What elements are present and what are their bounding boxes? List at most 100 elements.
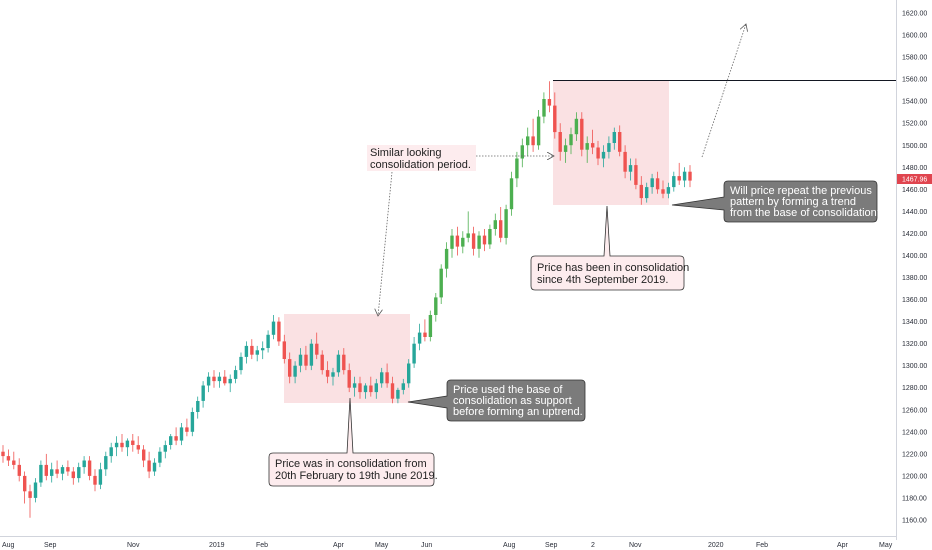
zone1-note-line-2: 20th February to 19th June 2019. [275, 470, 438, 482]
candle-up [50, 469, 54, 476]
candle-down [661, 189, 665, 194]
candle-up [206, 376, 211, 386]
candle-down [87, 460, 92, 476]
candle-up [239, 356, 243, 371]
candle-down [1, 451, 5, 457]
x-tick-2020: 2020 [708, 542, 724, 549]
candle-down [71, 471, 75, 479]
candle-up [612, 132, 616, 143]
candle-down [455, 235, 460, 247]
candle-down [223, 376, 227, 384]
candle-up [450, 235, 454, 249]
candle-down [558, 132, 562, 152]
candle-up [672, 176, 676, 188]
y-tick-label: 1420.00 [902, 231, 927, 238]
candle-up [574, 118, 579, 135]
candle-up [331, 372, 335, 377]
candles-group [1, 81, 692, 518]
candle-up [417, 332, 422, 344]
candle-down [623, 151, 627, 172]
candle-up [352, 383, 357, 388]
zone2-note-line-1: Price has been in consolidation [537, 262, 689, 274]
candle-down [369, 385, 373, 393]
candle-up [666, 187, 671, 194]
zone1-support-line-2: consolidation as support [453, 395, 572, 407]
candle-up [98, 469, 103, 485]
candle-up [412, 343, 416, 364]
candle-up [217, 376, 222, 382]
candle-down [390, 383, 395, 399]
candle-down [28, 491, 32, 498]
candle-down [499, 220, 503, 238]
zone1-note-line-1: Price was in consolidation from [275, 458, 427, 470]
candle-up [407, 363, 411, 384]
candle-up [169, 436, 173, 445]
y-tick-label: 1360.00 [902, 297, 927, 304]
y-tick-label: 1480.00 [902, 165, 927, 172]
candle-down [250, 345, 254, 355]
candle-up [190, 412, 195, 432]
similar-line-2: consolidation period. [370, 159, 471, 171]
candle-down [358, 383, 362, 393]
candle-up [336, 354, 341, 373]
y-tick-label: 1200.00 [902, 473, 927, 480]
candle-up [488, 229, 492, 245]
candle-down [591, 143, 595, 148]
candle-up [77, 467, 81, 479]
candle-up [233, 370, 238, 379]
x-tick-nov: Nov [127, 542, 140, 549]
candle-up [39, 464, 43, 483]
question-callout [671, 180, 878, 223]
x-tick-feb-2: Feb [756, 542, 768, 549]
zone2-note-callout [530, 205, 685, 291]
y-tick-label: 1600.00 [902, 33, 927, 40]
candle-up [477, 235, 481, 249]
x-tick-nov-2: Nov [629, 542, 642, 549]
y-tick-label: 1220.00 [902, 451, 927, 458]
candle-up [515, 158, 519, 179]
candle-up [163, 445, 167, 452]
y-tick-label: 1260.00 [902, 407, 927, 414]
candle-down [282, 341, 286, 359]
candle-up [536, 116, 541, 146]
candle-down [44, 464, 48, 476]
zone1-support-note: Price used the base of consolidation as … [453, 384, 583, 418]
candle-down [23, 475, 27, 492]
candle-down [55, 469, 59, 474]
y-tick-label: 1280.00 [902, 385, 927, 392]
candle-up [109, 447, 113, 457]
candle-down [634, 165, 638, 185]
candle-down [131, 440, 135, 445]
candle-up [493, 220, 497, 229]
candle-up [298, 354, 303, 366]
y-tick-label: 1400.00 [902, 253, 927, 260]
candle-up [201, 385, 205, 401]
candle-up [461, 237, 465, 247]
y-tick-label: 1620.00 [902, 11, 927, 18]
candle-up [60, 467, 65, 474]
candle-up [228, 378, 232, 384]
candle-up [244, 345, 249, 357]
candle-down [320, 354, 324, 371]
candle-up [293, 365, 297, 377]
x-tick-aug-2: Aug [503, 542, 516, 549]
candle-down [142, 449, 146, 461]
candle-up [504, 209, 508, 238]
candle-up [125, 440, 130, 448]
y-tick-label: 1440.00 [902, 209, 927, 216]
candle-down [342, 354, 346, 371]
y-tick-label: 1240.00 [902, 429, 927, 436]
x-tick-may-2: May [879, 542, 893, 549]
candle-up [152, 462, 157, 472]
candle-up [266, 334, 270, 348]
candle-up [271, 321, 276, 335]
candle-up [526, 136, 530, 146]
candle-down [12, 460, 16, 465]
candle-up [601, 151, 606, 159]
candle-down [385, 372, 389, 384]
candle-up [645, 187, 649, 199]
candle-down [147, 460, 151, 472]
candle-up [466, 233, 470, 238]
candle-down [185, 427, 189, 432]
